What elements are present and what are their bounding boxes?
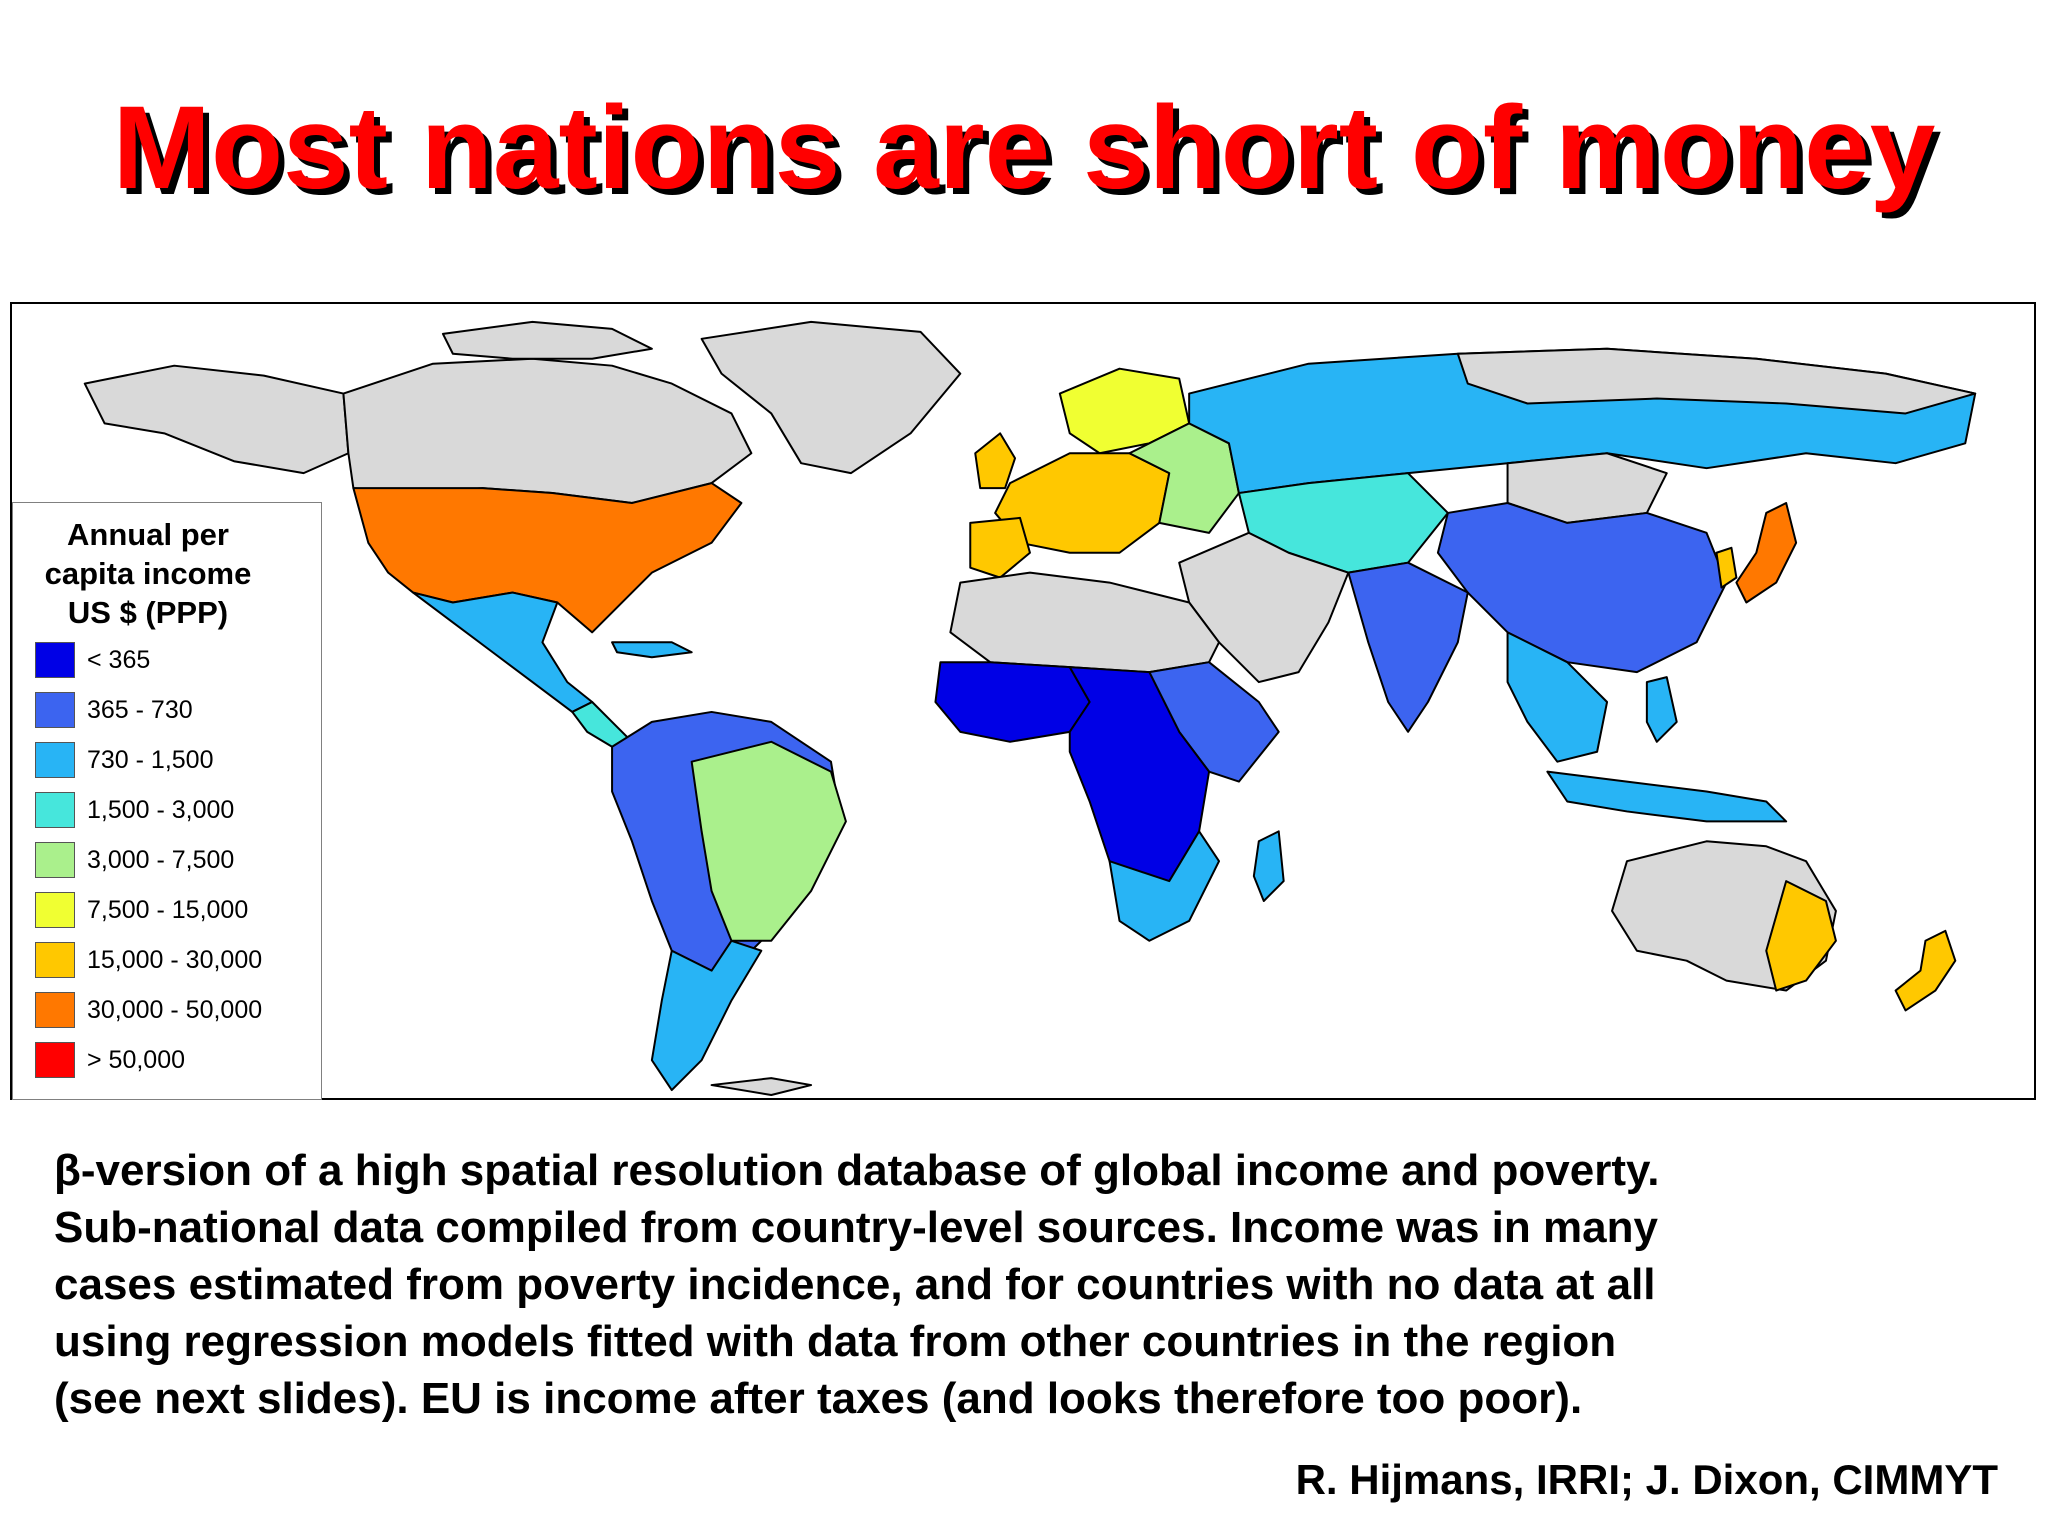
legend-label: 7,500 - 15,000 xyxy=(87,895,249,924)
legend-swatch xyxy=(35,992,75,1028)
legend-label: 30,000 - 50,000 xyxy=(87,995,263,1024)
legend-swatch xyxy=(35,692,75,728)
region-south-america-south xyxy=(650,939,763,1092)
caption-line: (see next slides). EU is income after ta… xyxy=(54,1374,1583,1423)
caption-line: β-version of a high spatial resolution d… xyxy=(54,1146,1660,1195)
region-southern-africa xyxy=(1108,830,1221,942)
region-caribbean xyxy=(611,641,693,659)
slide-title: Most nations are short of money xyxy=(112,82,1936,214)
region-antarctica xyxy=(710,1077,813,1097)
author-credit: R. Hijmans, IRRI; J. Dixon, CIMMYT xyxy=(1295,1456,1998,1503)
region-uk xyxy=(974,432,1017,490)
slide-caption: β-version of a high spatial resolution d… xyxy=(54,1142,2014,1427)
legend-label: 365 - 730 xyxy=(87,695,193,724)
legend-items: < 365 365 - 730 730 - 1,500 1,500 - 3,00… xyxy=(35,635,262,1085)
legend-item: 7,500 - 15,000 xyxy=(35,885,262,935)
legend-item: 1,500 - 3,000 xyxy=(35,785,262,835)
region-canada xyxy=(342,357,753,504)
legend-label: 1,500 - 3,000 xyxy=(87,795,235,824)
legend-title: Annual per capita income US $ (PPP) xyxy=(44,517,252,630)
legend-item: < 365 xyxy=(35,635,262,685)
legend-swatch xyxy=(35,892,75,928)
region-russia-north-nodata xyxy=(1456,347,1977,415)
caption-line: Sub-national data compiled from country-… xyxy=(54,1203,1658,1252)
legend-item: 730 - 1,500 xyxy=(35,735,262,785)
legend-label: > 50,000 xyxy=(87,1045,186,1074)
legend-swatch xyxy=(35,842,75,878)
legend-swatch xyxy=(35,1042,75,1078)
legend-label: 730 - 1,500 xyxy=(87,745,214,774)
legend-item: 3,000 - 7,500 xyxy=(35,835,262,885)
legend-swatch xyxy=(35,642,75,678)
region-indonesia xyxy=(1546,770,1788,823)
legend-label: 3,000 - 7,500 xyxy=(87,845,235,874)
legend-label: 15,000 - 30,000 xyxy=(87,945,263,974)
region-west-africa xyxy=(934,661,1091,743)
legend-item: > 50,000 xyxy=(35,1035,262,1085)
legend-item: 365 - 730 xyxy=(35,685,262,735)
region-philippines xyxy=(1645,676,1678,743)
legend-item: 15,000 - 30,000 xyxy=(35,935,262,985)
region-mexico xyxy=(412,591,594,713)
legend-swatch xyxy=(35,942,75,978)
region-southeast-asia xyxy=(1506,631,1609,763)
region-korea xyxy=(1715,546,1738,589)
region-arctic-islands xyxy=(441,320,653,360)
region-madagascar xyxy=(1252,830,1285,902)
region-japan xyxy=(1735,502,1798,604)
region-india xyxy=(1347,561,1469,733)
region-north-africa xyxy=(949,571,1221,674)
region-iberia xyxy=(969,516,1031,579)
legend-swatch xyxy=(35,792,75,828)
caption-line: using regression models fitted with data… xyxy=(54,1317,1617,1366)
legend-swatch xyxy=(35,742,75,778)
caption-line: cases estimated from poverty incidence, … xyxy=(54,1260,1656,1309)
region-new-zealand xyxy=(1894,929,1957,1012)
legend-label: < 365 xyxy=(87,645,151,674)
region-alaska xyxy=(83,364,350,475)
map-legend: Annual per capita income US $ (PPP) < 36… xyxy=(12,502,322,1100)
legend-item: 30,000 - 50,000 xyxy=(35,985,262,1035)
region-brazil xyxy=(690,740,847,942)
world-map xyxy=(10,302,2036,1100)
world-map-svg xyxy=(83,320,1977,1097)
region-australia-east xyxy=(1765,880,1837,992)
region-china xyxy=(1436,502,1728,674)
region-usa xyxy=(352,482,743,634)
region-greenland xyxy=(700,320,962,475)
